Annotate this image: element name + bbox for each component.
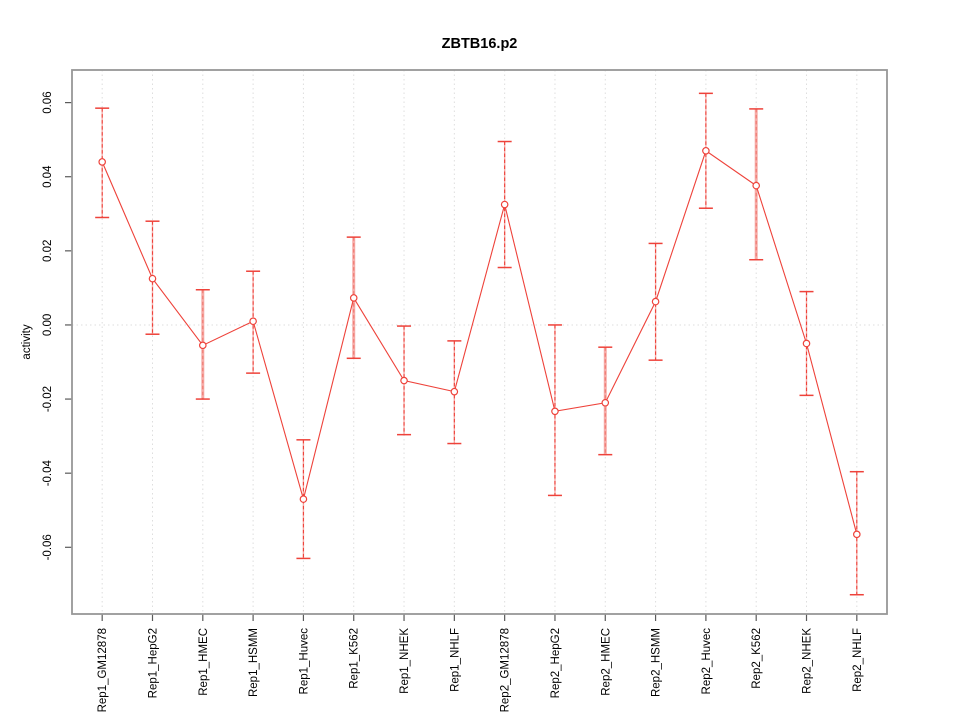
y-tick-label: 0.04 <box>42 165 54 188</box>
x-tick-label: Rep1_Huvec <box>298 628 310 695</box>
x-tick-label: Rep2_GM12878 <box>500 628 512 712</box>
data-point <box>702 146 710 155</box>
x-tick-label: Rep2_HMEC <box>600 628 612 696</box>
x-tick-label: Rep1_HSMM <box>248 628 260 697</box>
y-tick-label: -0.02 <box>42 386 54 412</box>
x-tick-label: Rep2_NHEK <box>802 628 814 694</box>
data-point <box>500 200 509 209</box>
x-tick-label: Rep2_K562 <box>751 628 763 689</box>
x-tick-label: Rep1_K562 <box>349 628 361 689</box>
data-point <box>651 297 660 306</box>
x-tick-label: Rep1_NHEK <box>399 628 411 694</box>
data-point <box>98 158 106 166</box>
data-point <box>450 387 459 396</box>
data-point <box>249 317 257 326</box>
data-point <box>199 341 207 350</box>
series-line <box>101 149 858 535</box>
x-tick-label: Rep2_HSMM <box>651 628 663 697</box>
data-point <box>299 495 308 503</box>
x-tick-label: Rep1_NHLF <box>449 628 461 692</box>
chart-title: ZBTB16.p2 <box>441 36 518 52</box>
y-tick-label: 0.00 <box>42 314 54 336</box>
data-point <box>802 339 811 348</box>
data-point <box>551 407 559 416</box>
x-tick-label: Rep1_HepG2 <box>147 628 159 698</box>
x-tick-label: Rep1_GM12878 <box>97 628 109 712</box>
x-tick-label: Rep2_NHLF <box>852 628 864 692</box>
x-tick-label: Rep2_HepG2 <box>550 628 562 698</box>
y-tick-label: -0.04 <box>42 459 54 486</box>
data-point <box>349 294 358 302</box>
data-point <box>853 530 861 539</box>
data-point <box>148 274 157 283</box>
x-tick-label: Rep1_HMEC <box>198 628 210 696</box>
plot-border <box>71 69 888 615</box>
data-point <box>601 398 610 407</box>
data-point <box>400 376 408 385</box>
y-tick-label: -0.06 <box>42 534 54 560</box>
x-tick-label: Rep2_Huvec <box>701 628 713 695</box>
data-point <box>752 181 760 190</box>
y-tick-label: 0.02 <box>42 240 54 262</box>
y-tick-label: 0.06 <box>42 91 54 113</box>
